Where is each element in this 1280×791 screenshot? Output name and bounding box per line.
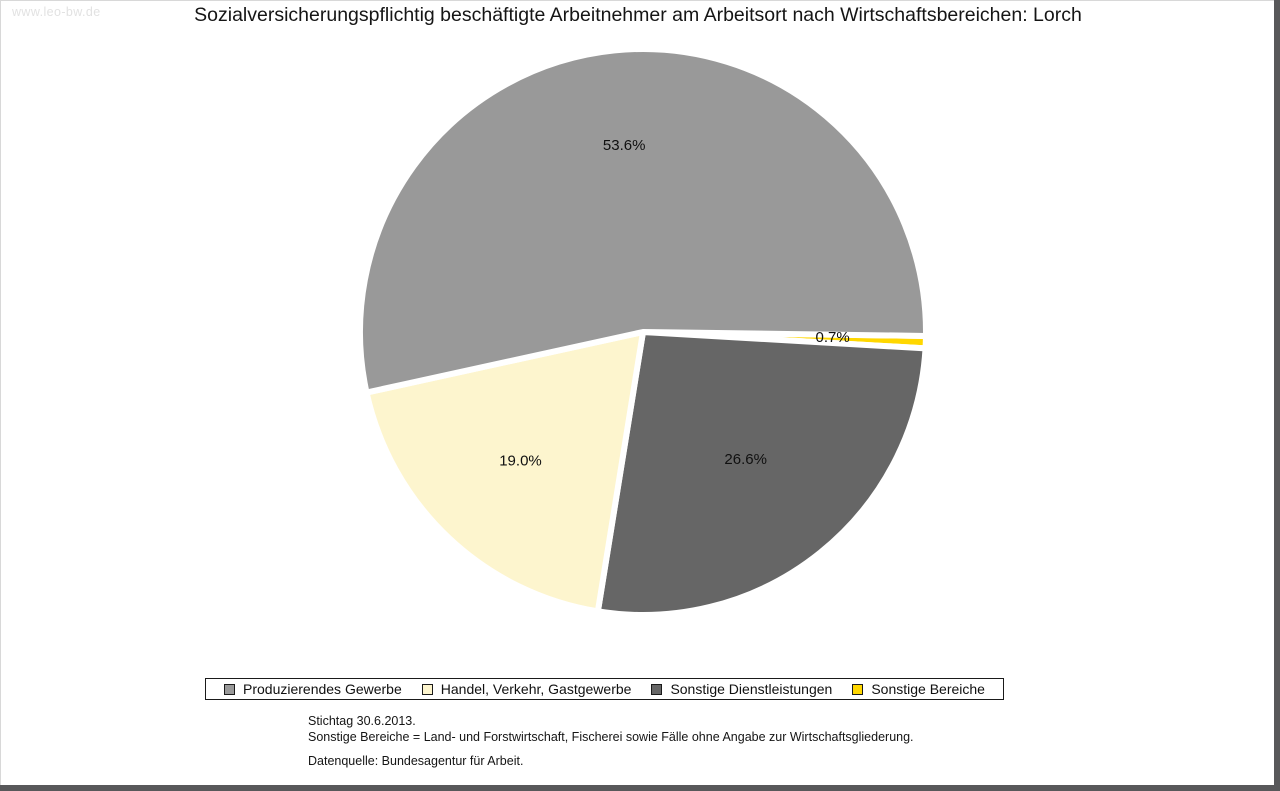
site-watermark: www.leo-bw.de <box>12 5 101 19</box>
legend-item-sonstige-dienstleistungen[interactable]: Sonstige Dienstleistungen <box>651 682 832 696</box>
footnote-spacer <box>308 745 914 754</box>
pie-slice-label: 19.0% <box>499 452 542 469</box>
pie-chart: 0.7% 26.6% 19.0% 53.6% <box>1 1 1274 661</box>
footnote-category-definition: Sonstige Bereiche = Land- und Forstwirts… <box>308 729 914 744</box>
pie-slice-label: 0.7% <box>815 329 849 346</box>
pie-chart-svg: 0.7% 26.6% 19.0% 53.6% <box>357 46 929 618</box>
legend-item-label: Sonstige Dienstleistungen <box>670 681 833 697</box>
pie-slice-label: 53.6% <box>603 137 646 154</box>
pie-slice-label: 26.6% <box>724 451 767 468</box>
legend-swatch-icon <box>224 683 235 695</box>
legend-item-label: Sonstige Bereiche <box>871 681 985 697</box>
legend-item-handel-verkehr-gastgewerbe[interactable]: Handel, Verkehr, Gastgewerbe <box>421 681 632 697</box>
chart-title: Sozialversicherungspflichtig beschäftigt… <box>194 4 1082 26</box>
legend-swatch-icon <box>852 683 864 695</box>
pie-slice[interactable] <box>363 329 646 615</box>
legend-item-produzierendes-gewerbe[interactable]: Produzierendes Gewerbe <box>224 682 402 696</box>
footnote-data-source: Datenquelle: Bundesagentur für Arbeit. <box>308 754 524 768</box>
pie-label-group: 0.7% 26.6% 19.0% 53.6% <box>499 137 849 469</box>
pie-slice[interactable] <box>594 329 929 618</box>
legend-item-label: Handel, Verkehr, Gastgewerbe <box>440 681 632 697</box>
chart-footnotes: Stichtag 30.6.2013. Sonstige Bereiche = … <box>308 714 914 770</box>
legend-item-sonstige-bereiche[interactable]: Sonstige Bereiche <box>852 682 985 696</box>
legend-swatch-icon <box>421 683 433 695</box>
legend-item-label: Produzierendes Gewerbe <box>243 681 402 697</box>
chart-legend: Produzierendes Gewerbe Handel, Verkehr, … <box>205 678 1004 700</box>
footnote-reference-date: Stichtag 30.6.2013. <box>308 714 416 728</box>
legend-swatch-icon <box>651 683 663 695</box>
pie-slice-group <box>357 46 929 618</box>
pie-slice[interactable] <box>357 46 929 396</box>
